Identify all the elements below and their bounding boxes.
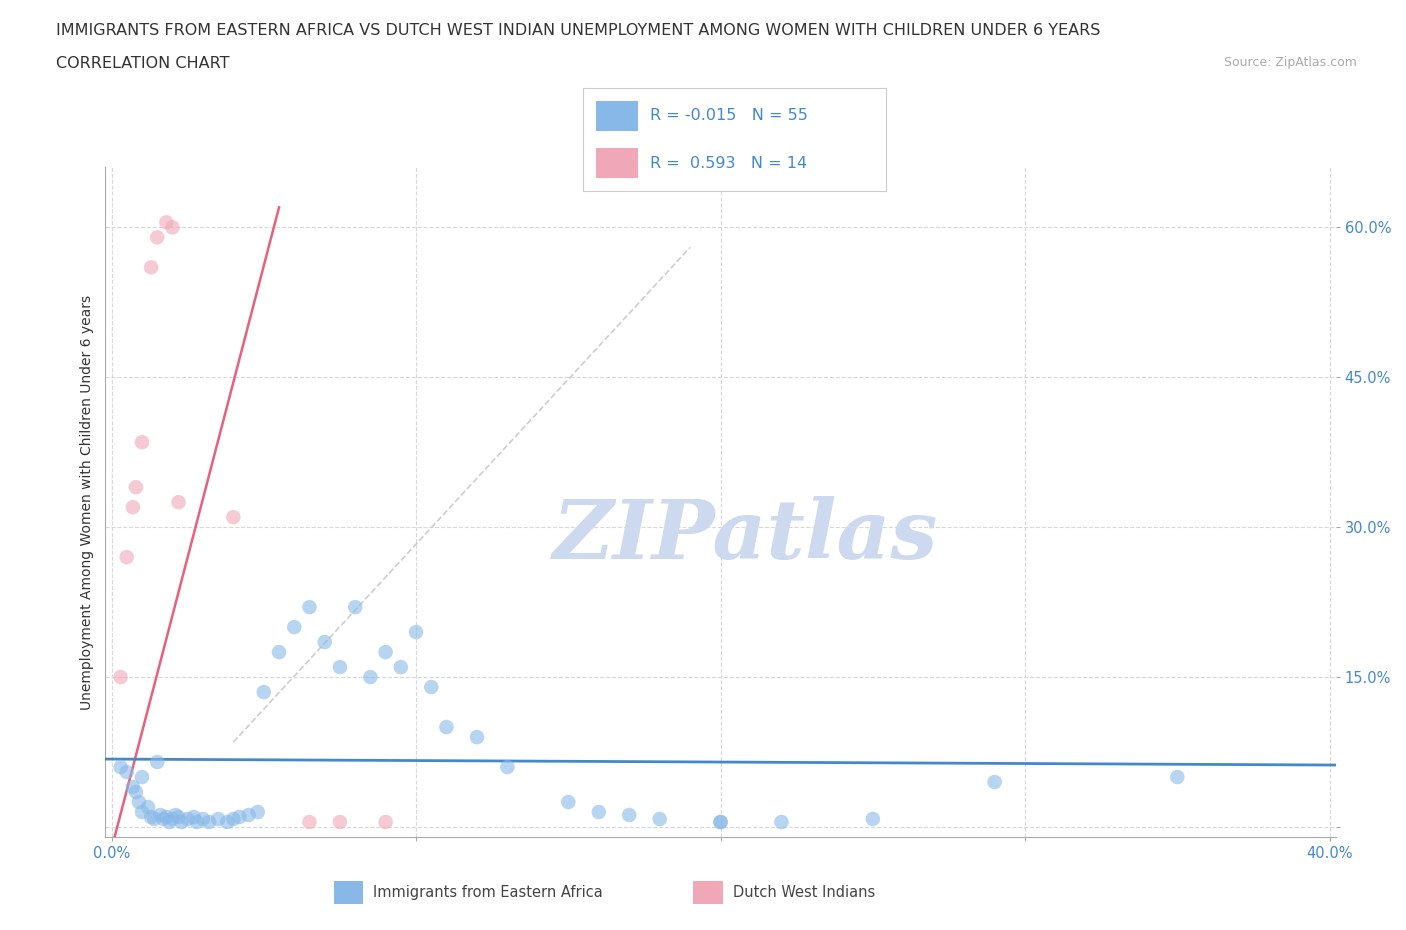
Point: [155, 810, 177, 825]
Point: [465, 730, 488, 745]
Point: [152, 812, 174, 827]
Point: [298, 600, 321, 615]
FancyBboxPatch shape: [693, 882, 723, 904]
Point: [329, 659, 352, 674]
Point: [283, 619, 305, 634]
Point: [131, 804, 153, 819]
Point: [420, 680, 443, 695]
Text: IMMIGRANTS FROM EASTERN AFRICA VS DUTCH WEST INDIAN UNEMPLOYMENT AMONG WOMEN WIT: IMMIGRANTS FROM EASTERN AFRICA VS DUTCH …: [56, 23, 1101, 38]
Point: [359, 670, 381, 684]
Point: [619, 807, 641, 822]
Point: [191, 812, 214, 827]
Point: [115, 764, 138, 779]
Point: [238, 807, 260, 822]
Point: [298, 815, 321, 830]
Text: ZIPatlas: ZIPatlas: [553, 496, 938, 576]
Point: [588, 804, 610, 819]
Point: [344, 600, 367, 615]
Point: [121, 779, 143, 794]
Point: [162, 219, 184, 234]
Point: [170, 815, 193, 830]
Point: [167, 810, 190, 825]
Point: [143, 812, 166, 827]
Text: Immigrants from Eastern Africa: Immigrants from Eastern Africa: [374, 885, 603, 900]
Point: [710, 815, 733, 830]
Point: [862, 812, 884, 827]
Text: R =  0.593   N = 14: R = 0.593 N = 14: [650, 155, 807, 170]
Point: [115, 550, 138, 565]
Point: [329, 815, 352, 830]
Point: [228, 810, 250, 825]
Point: [183, 810, 205, 825]
Point: [314, 634, 336, 649]
Point: [222, 812, 245, 827]
Point: [155, 215, 177, 230]
FancyBboxPatch shape: [596, 100, 638, 131]
Text: Source: ZipAtlas.com: Source: ZipAtlas.com: [1223, 56, 1357, 69]
Point: [770, 815, 793, 830]
Point: [121, 499, 143, 514]
Point: [157, 815, 180, 830]
Point: [217, 815, 239, 830]
Point: [125, 785, 148, 800]
Point: [186, 815, 208, 830]
Point: [436, 720, 458, 735]
Point: [374, 644, 396, 659]
Point: [253, 684, 276, 699]
Point: [165, 807, 187, 822]
FancyBboxPatch shape: [596, 148, 638, 179]
Point: [983, 775, 1005, 790]
Point: [146, 230, 169, 245]
Point: [557, 794, 579, 809]
Point: [374, 815, 396, 830]
Point: [246, 804, 269, 819]
Point: [146, 754, 169, 769]
Point: [139, 259, 162, 274]
Point: [136, 800, 159, 815]
Point: [128, 794, 150, 809]
Point: [139, 810, 162, 825]
Point: [1166, 770, 1188, 785]
FancyBboxPatch shape: [335, 882, 363, 904]
Point: [267, 644, 290, 659]
Point: [176, 812, 198, 827]
Y-axis label: Unemployment Among Women with Children Under 6 years: Unemployment Among Women with Children U…: [80, 295, 94, 710]
Point: [110, 760, 132, 775]
Point: [131, 435, 153, 450]
Point: [125, 480, 148, 495]
Point: [110, 670, 132, 684]
Text: Dutch West Indians: Dutch West Indians: [733, 885, 875, 900]
Point: [222, 510, 245, 525]
Point: [648, 812, 671, 827]
Point: [207, 812, 229, 827]
Point: [710, 815, 733, 830]
Point: [496, 760, 519, 775]
Point: [131, 770, 153, 785]
Point: [389, 659, 412, 674]
Point: [149, 807, 172, 822]
Point: [167, 495, 190, 510]
Text: CORRELATION CHART: CORRELATION CHART: [56, 56, 229, 71]
Point: [162, 812, 184, 827]
Text: R = -0.015   N = 55: R = -0.015 N = 55: [650, 109, 808, 124]
Point: [198, 815, 221, 830]
Point: [405, 625, 427, 640]
